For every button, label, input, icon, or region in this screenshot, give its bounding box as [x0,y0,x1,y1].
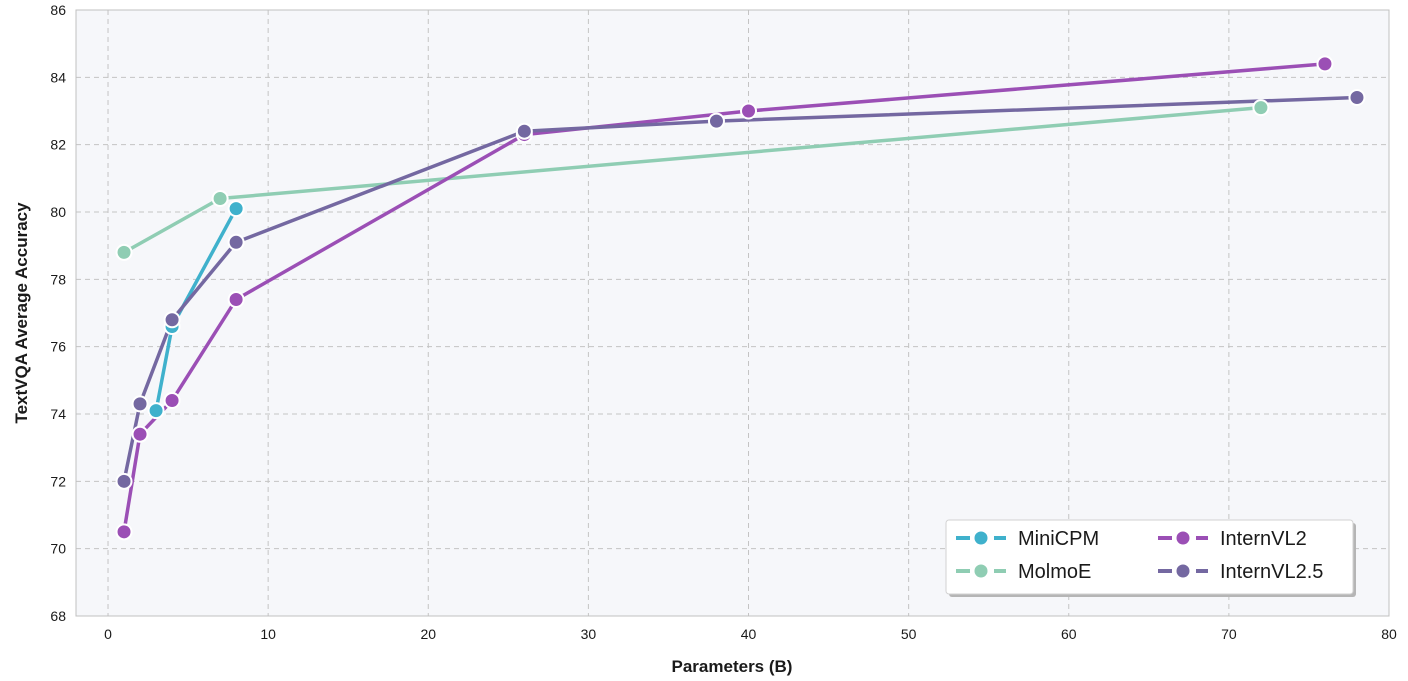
x-tick-label: 60 [1061,626,1077,642]
data-point [1348,89,1366,107]
legend-swatch-marker [1174,529,1192,547]
data-point [1252,99,1270,117]
x-tick-label: 40 [741,626,757,642]
data-point [211,190,229,208]
y-tick-label: 74 [50,406,66,422]
legend-swatch-marker [972,562,990,580]
legend-swatch-marker [972,529,990,547]
y-tick-label: 72 [50,473,66,489]
legend-label: MolmoE [1018,561,1091,583]
data-point [740,102,758,120]
x-tick-label: 30 [581,626,597,642]
y-tick-label: 84 [50,69,66,85]
x-tick-label: 80 [1381,626,1397,642]
x-tick-label: 50 [901,626,917,642]
x-tick-label: 0 [104,626,112,642]
plot-frame [75,9,1390,617]
data-point [227,233,245,251]
data-point [707,112,725,130]
data-point [131,395,149,413]
data-point [163,392,181,410]
y-axis-label: TextVQA Average Accuracy [12,202,31,424]
x-tick-label: 10 [260,626,276,642]
legend: MiniCPM MolmoE InternVL2 InternVL2.5 [945,519,1356,597]
y-tick-label: 80 [50,204,66,220]
series-layer [115,55,1366,541]
data-point [115,243,133,261]
y-tick-label: 86 [50,2,66,18]
y-tick-label: 78 [50,271,66,287]
x-tick-label: 70 [1221,626,1237,642]
data-point [115,472,133,490]
y-tick-label: 70 [50,541,66,557]
legend-swatch-marker [1174,562,1192,580]
y-tick-label: 82 [50,137,66,153]
data-point [1316,55,1334,73]
data-point [131,425,149,443]
data-point [515,122,533,140]
data-point [115,523,133,541]
x-axis-ticks: 0 10 20 30 40 50 60 70 80 [104,626,1397,642]
x-tick-label: 20 [420,626,436,642]
x-axis-label: Parameters (B) [672,657,793,676]
y-axis-ticks: 68 70 72 74 76 78 80 82 84 86 [50,2,66,624]
data-point [227,291,245,309]
y-tick-label: 68 [50,608,66,624]
legend-label: InternVL2 [1220,528,1307,550]
data-point [163,311,181,329]
legend-label: InternVL2.5 [1220,561,1323,583]
y-tick-label: 76 [50,339,66,355]
legend-box [945,519,1354,595]
data-point [147,402,165,420]
data-point [227,200,245,218]
legend-label: MiniCPM [1018,528,1099,550]
